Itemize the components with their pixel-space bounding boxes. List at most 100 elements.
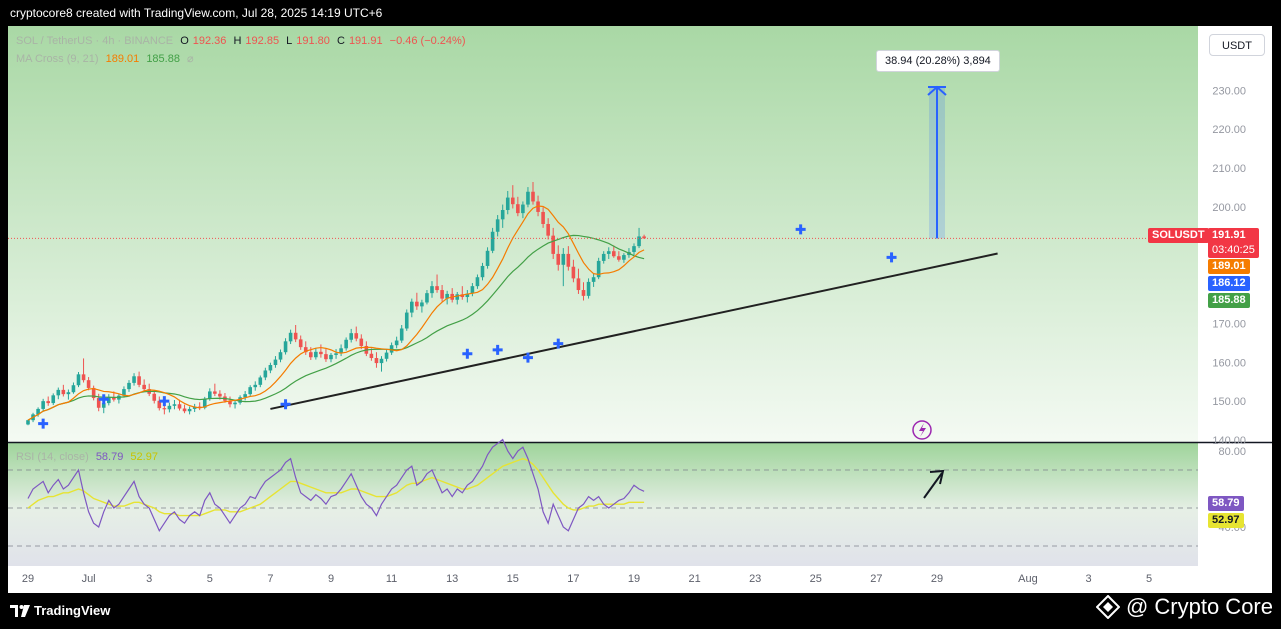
candle-body xyxy=(526,191,530,205)
ohlc-low: 191.80 xyxy=(296,35,330,47)
candle-body xyxy=(41,401,45,409)
candle-body xyxy=(344,339,348,349)
candle-body xyxy=(127,382,131,390)
candle-body xyxy=(404,312,409,329)
candle-body xyxy=(253,384,258,388)
watermark: @ Crypto Core xyxy=(1095,594,1273,620)
candle-body xyxy=(329,354,333,360)
candle-body xyxy=(167,405,172,410)
candle-body xyxy=(293,332,298,340)
tradingview-brand: TradingView xyxy=(34,603,111,618)
candle-body xyxy=(546,223,550,236)
candle-body xyxy=(440,290,444,299)
candle-body xyxy=(71,385,76,393)
price-tick-label: 150.00 xyxy=(1212,396,1246,408)
candle-body xyxy=(319,351,323,355)
candle-body xyxy=(505,197,510,211)
candle-body xyxy=(531,191,535,202)
ma-cross-marker xyxy=(492,344,503,355)
price-tick-label: 210.00 xyxy=(1212,163,1246,175)
ma-cross-marker xyxy=(462,348,473,359)
time-tick-label: 13 xyxy=(446,573,458,585)
candle-body xyxy=(248,387,252,395)
candle-body xyxy=(258,377,263,385)
tradingview-icon xyxy=(10,604,30,617)
candle-body xyxy=(142,384,146,390)
candle-body xyxy=(288,332,293,342)
candle-body xyxy=(218,393,222,397)
candle-body xyxy=(152,393,157,401)
candle-body xyxy=(96,398,101,408)
price-tick-label: 160.00 xyxy=(1212,357,1246,369)
candle-body xyxy=(339,348,343,354)
ohlc-open: 192.36 xyxy=(192,35,227,47)
rsi-ma-legend-value: 52.97 xyxy=(130,451,158,463)
time-tick-label: 17 xyxy=(567,573,579,585)
last-price-tag: 191.91 03:40:25 xyxy=(1208,228,1259,258)
rsi-label: RSI (14, close) xyxy=(16,451,89,463)
ohlc-c-label: C xyxy=(336,35,345,47)
symbol-tag: SOLUSDT xyxy=(1148,228,1209,243)
candle-body xyxy=(263,370,268,378)
candle-body xyxy=(410,301,414,313)
candle-body xyxy=(521,204,525,214)
diamond-logo-icon xyxy=(1095,595,1120,619)
candle-body xyxy=(122,389,126,396)
ohlc-l-label: L xyxy=(286,35,293,47)
currency-button[interactable]: USDT xyxy=(1209,34,1265,56)
candle-body xyxy=(303,347,308,353)
candle-body xyxy=(500,210,505,220)
ohlc-h-label: H xyxy=(233,35,242,47)
candle-body xyxy=(475,277,480,287)
candle-body xyxy=(283,341,288,353)
candle-body xyxy=(228,400,232,405)
candle-body xyxy=(612,251,616,257)
time-tick-label: 5 xyxy=(1146,573,1152,585)
candle-body xyxy=(273,359,278,366)
candle-body xyxy=(112,397,116,400)
price-tick-label: 230.00 xyxy=(1212,85,1246,97)
candle-body xyxy=(591,277,596,282)
candle-body xyxy=(622,255,626,260)
time-tick-label: 29 xyxy=(931,573,943,585)
candle-body xyxy=(435,286,439,291)
watermark-text: @ Crypto Core xyxy=(1125,594,1273,619)
ohlc-close: 191.91 xyxy=(348,35,383,47)
ma-cross-marker xyxy=(522,352,533,363)
candle-body xyxy=(480,265,485,278)
candle-body xyxy=(460,294,465,298)
candle-body xyxy=(369,353,374,359)
candle-body xyxy=(36,408,40,415)
ohlc-o-label: O xyxy=(180,35,189,47)
trend-line xyxy=(270,252,998,410)
candle-body xyxy=(46,401,50,404)
ma-fast-tag: 189.01 xyxy=(1208,259,1250,274)
candle-body xyxy=(192,406,197,409)
candle-body xyxy=(470,286,475,294)
candle-body xyxy=(177,404,182,409)
candle-body xyxy=(86,380,91,388)
candle-body xyxy=(51,395,56,404)
candle-body xyxy=(354,333,359,339)
candle-body xyxy=(601,253,606,261)
time-tick-label: 23 xyxy=(749,573,761,585)
eye-icon[interactable]: ⌀ xyxy=(187,53,194,65)
time-tick-label: 21 xyxy=(688,573,700,585)
chart-canvas[interactable]: 140.00150.00160.00170.00180.00190.00200.… xyxy=(8,26,1272,593)
candle-body xyxy=(485,250,490,266)
ma-fast-line xyxy=(27,205,645,421)
lightning-bolt xyxy=(919,423,926,437)
ma-cross-marker xyxy=(795,224,806,235)
candle-body xyxy=(26,420,30,425)
candle-body xyxy=(566,253,571,267)
candle-body xyxy=(384,352,389,359)
candle-body xyxy=(187,408,192,412)
price-tick-label: 220.00 xyxy=(1212,124,1246,136)
ma-legend: MA Cross (9, 21) 189.01 185.88 ⌀ xyxy=(16,52,198,65)
candle-body xyxy=(632,246,636,252)
candle-body xyxy=(556,253,561,265)
candle-body xyxy=(157,400,162,409)
candle-body xyxy=(61,389,66,395)
candle-body xyxy=(516,204,520,214)
time-tick-label: 15 xyxy=(507,573,519,585)
